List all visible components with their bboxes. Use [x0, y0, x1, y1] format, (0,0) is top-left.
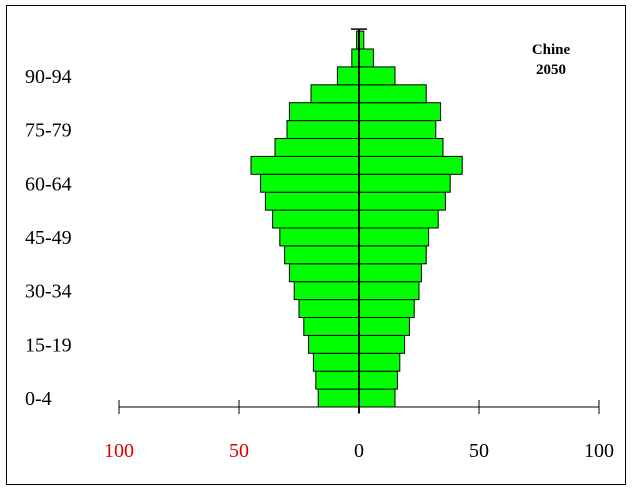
population-pyramid-chart: 0-4 15-19 30-34 45-49 60-64 75-79 90-94 100 50 0… [25, 28, 614, 462]
bar-right-5-9 [358, 370, 398, 390]
chart-title: Chine [532, 42, 571, 58]
bar-left-35-39 [288, 263, 360, 283]
bar-right-80-84 [358, 102, 442, 122]
bar-right-90-94 [358, 66, 396, 86]
bar-right-0-4 [358, 388, 396, 408]
y-tick-label: 90-94 [25, 66, 72, 88]
bar-left-25-29 [298, 299, 360, 319]
x-tick-label: 100 [104, 440, 134, 462]
y-tick-label: 60-64 [25, 173, 72, 195]
bar-left-55-59 [264, 191, 360, 211]
bar-right-20-24 [358, 317, 410, 336]
bar-right-45-49 [358, 227, 430, 247]
y-tick-label: 0-4 [25, 388, 52, 410]
bar-left-45-49 [279, 227, 360, 247]
bar-left-75-79 [286, 120, 360, 139]
bar-left-40-44 [284, 245, 360, 265]
bar-left-0-4 [317, 388, 360, 408]
bar-left-70-74 [274, 138, 360, 157]
chart-frame: 0-4 15-19 30-34 45-49 60-64 75-79 90-94 100 50 0… [6, 5, 626, 485]
bar-right-30-34 [358, 281, 420, 301]
bar-left-5-9 [315, 370, 360, 390]
y-tick-label: 15-19 [25, 334, 72, 356]
x-tick-label: 0 [354, 440, 364, 462]
bar-left-30-34 [293, 281, 360, 301]
bar-left-95-99 [351, 48, 360, 68]
bar-left-10-14 [312, 352, 360, 372]
bar-right-40-44 [358, 245, 427, 265]
bar-left-50-54 [272, 209, 360, 229]
y-tick-label: 45-49 [25, 227, 72, 249]
y-tick-label: 30-34 [25, 281, 72, 303]
bar-left-90-94 [336, 66, 360, 86]
bar-right-75-79 [358, 120, 437, 139]
y-tick-label: 75-79 [25, 120, 72, 142]
bar-left-20-24 [303, 317, 360, 336]
bar-right-50-54 [358, 209, 439, 229]
bar-right-10-14 [358, 352, 401, 372]
bar-right-15-19 [358, 334, 406, 354]
bar-left-80-84 [288, 102, 360, 122]
bar-left-65-69 [250, 155, 360, 175]
bar-right-25-29 [358, 299, 415, 319]
bars-group [250, 30, 463, 408]
bar-left-85-89 [310, 84, 360, 104]
x-tick-labels: 100 50 0 50 100 [104, 440, 614, 462]
bar-left-60-64 [260, 173, 360, 193]
bar-right-65-69 [358, 155, 463, 175]
chart-subtitle: 2050 [536, 62, 566, 78]
axes-group [118, 28, 600, 414]
bar-right-55-59 [358, 191, 446, 211]
bar-right-35-39 [358, 263, 422, 283]
x-tick-label: 100 [584, 440, 614, 462]
bar-right-70-74 [358, 138, 444, 157]
bar-right-85-89 [358, 84, 427, 104]
bar-left-15-19 [308, 334, 360, 354]
x-tick-label: 50 [469, 440, 489, 462]
y-tick-labels: 0-4 15-19 30-34 45-49 60-64 75-79 90-94 [25, 66, 72, 410]
bar-right-95-99 [358, 48, 374, 68]
x-tick-label: 50 [229, 440, 249, 462]
bar-right-60-64 [358, 173, 451, 193]
